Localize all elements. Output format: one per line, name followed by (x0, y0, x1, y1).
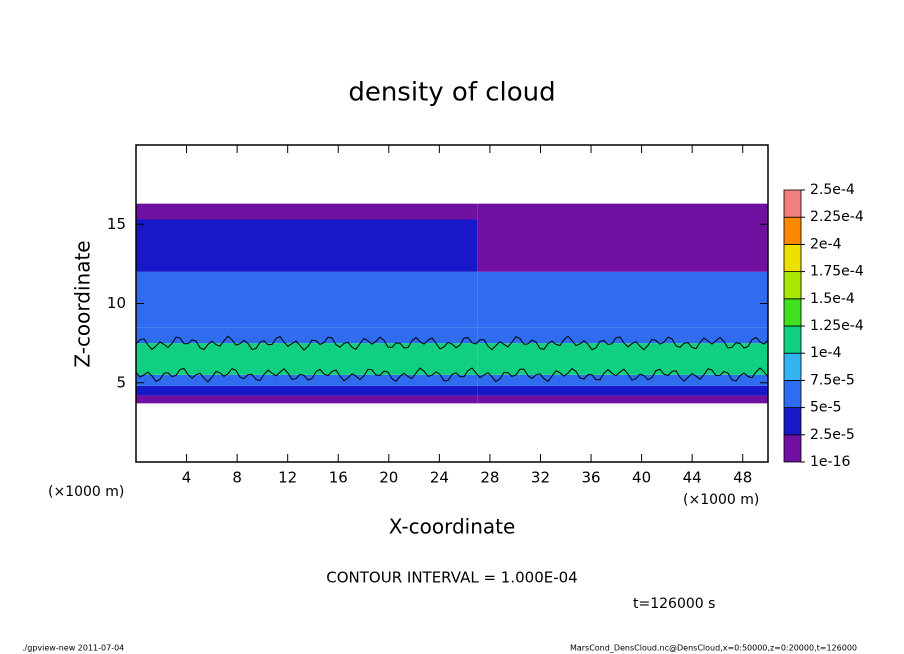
x-tick-label: 20 (379, 469, 398, 487)
x-tick-label: 40 (632, 469, 651, 487)
colorbar-label: 7.5e-5 (810, 372, 855, 388)
chart-title: density of cloud (348, 78, 555, 108)
x-tick-label: 36 (581, 469, 600, 487)
x-axis-label: X-coordinate (389, 515, 516, 539)
colorbar-box (783, 352, 802, 381)
heat-cell (477, 327, 768, 344)
heat-cell (477, 271, 768, 328)
heat-cell (477, 219, 768, 272)
y-tick-label: 15 (107, 215, 126, 233)
x-tick-label: 48 (733, 469, 752, 487)
x-tick-label: 16 (329, 469, 348, 487)
colorbar-box (783, 407, 802, 436)
x-tick-label: 28 (480, 469, 499, 487)
colorbar-label: 2.25e-4 (810, 209, 864, 225)
colorbar-box (783, 325, 802, 354)
colorbar-label: 2.5e-4 (810, 182, 855, 198)
contour-interval: CONTOUR INTERVAL = 1.000E-04 (326, 569, 577, 587)
colorbar-label: 1.5e-4 (810, 291, 855, 307)
colorbar-label: 2e-4 (810, 236, 842, 252)
time-label: t=126000 s (633, 596, 715, 612)
heat-cell (136, 374, 478, 386)
x-tick-label: 12 (278, 469, 297, 487)
footer-right: MarsCond_DensCloud.nc@DensCloud,x=0:5000… (570, 644, 857, 653)
x-tick-label: 32 (531, 469, 550, 487)
heat-cell (477, 395, 768, 404)
colorbar-label: 1e-4 (810, 345, 842, 361)
heat-cell (477, 203, 768, 220)
heat-cell (136, 203, 478, 220)
heat-cell (136, 385, 478, 396)
heat-cell (477, 374, 768, 386)
contour-line (135, 367, 769, 383)
footer-left: ./gpview-new 2011-07-04 (22, 644, 124, 653)
colorbar-label: 1.75e-4 (810, 264, 864, 280)
x-tick-label: 4 (182, 469, 192, 487)
colorbar-box (783, 243, 802, 272)
colorbar-label: 2.5e-5 (810, 427, 855, 443)
x-tick-label: 8 (232, 469, 242, 487)
heat-cell (136, 343, 478, 375)
colorbar-box (783, 298, 802, 327)
heat-cell (136, 271, 478, 328)
colorbar-box (783, 216, 802, 245)
colorbar-box (783, 379, 802, 408)
colorbar-box (783, 189, 802, 218)
contour-line (135, 335, 769, 351)
colorbar-label: 5e-5 (810, 400, 841, 416)
colorbar-label: 1e-16 (810, 454, 850, 470)
y-tick-label: 5 (116, 373, 126, 391)
colorbar-box (783, 271, 802, 300)
heat-cell (136, 219, 478, 272)
heat-cell (477, 385, 768, 396)
colorbar-label: 1.25e-4 (810, 318, 864, 334)
y-axis-label: Z-coordinate (71, 240, 95, 367)
heat-cell (136, 327, 478, 344)
x-tick-label: 24 (430, 469, 449, 487)
x-tick-label: 44 (683, 469, 702, 487)
heat-cell (136, 395, 478, 404)
x-unit: (×1000 m) (683, 492, 759, 508)
colorbar-box (783, 434, 802, 463)
y-tick-label: 10 (107, 294, 126, 312)
x-unit: (×1000 m) (48, 484, 124, 500)
